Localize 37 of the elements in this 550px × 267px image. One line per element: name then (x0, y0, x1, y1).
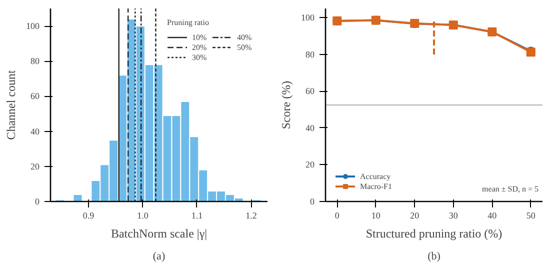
x-tick-label: 0 (334, 210, 340, 220)
y-tick-label: 40 (30, 126, 40, 136)
legend-label: 40% (237, 32, 253, 42)
annotation: mean ± SD, n = 5 (482, 184, 538, 194)
x-tick-label: 40 (488, 210, 498, 220)
legend-label: 50% (237, 42, 253, 52)
x-tick-label: 0.9 (82, 210, 95, 220)
text: (a) (152, 250, 166, 262)
x-tick-label: 1.2 (246, 210, 257, 220)
y-tick-label: 100 (301, 12, 315, 23)
legend-label: 20% (192, 42, 208, 52)
x-axis-title: BatchNorm scale |γ| (110, 226, 208, 240)
x-tick-label: 50 (526, 210, 536, 220)
y-tick-label: 80 (306, 49, 315, 60)
x-tick-label: 1.0 (137, 210, 149, 220)
legend-title: Pruning ratio (167, 18, 210, 27)
y-tick-label: 100 (26, 21, 40, 32)
y-tick-label: 0 (35, 196, 40, 206)
legend-label: Accuracy (360, 171, 391, 181)
y-tick-label: 20 (306, 160, 315, 170)
text: (b) (428, 250, 441, 262)
x-tick-label: 1.1 (191, 210, 203, 220)
y-tick-label: 60 (30, 91, 40, 102)
y-tick-label: 60 (306, 86, 315, 96)
y-axis-title: Score (%) (279, 80, 293, 130)
y-tick-label: 20 (30, 161, 40, 172)
x-axis-title: Structured pruning ratio (%) (366, 226, 502, 240)
y-tick-label: 80 (30, 56, 40, 66)
legend-label: Macro-F1 (360, 181, 392, 191)
x-tick-label: 10 (371, 210, 381, 220)
y-tick-label: 40 (306, 122, 315, 133)
legend-label: 10% (192, 32, 208, 42)
legend-label: 30% (192, 52, 208, 62)
y-tick-label: 0 (310, 196, 315, 206)
x-tick-label: 30 (448, 210, 458, 220)
y-axis-title: Channel count (4, 70, 18, 140)
x-tick-label: 20 (410, 210, 420, 220)
